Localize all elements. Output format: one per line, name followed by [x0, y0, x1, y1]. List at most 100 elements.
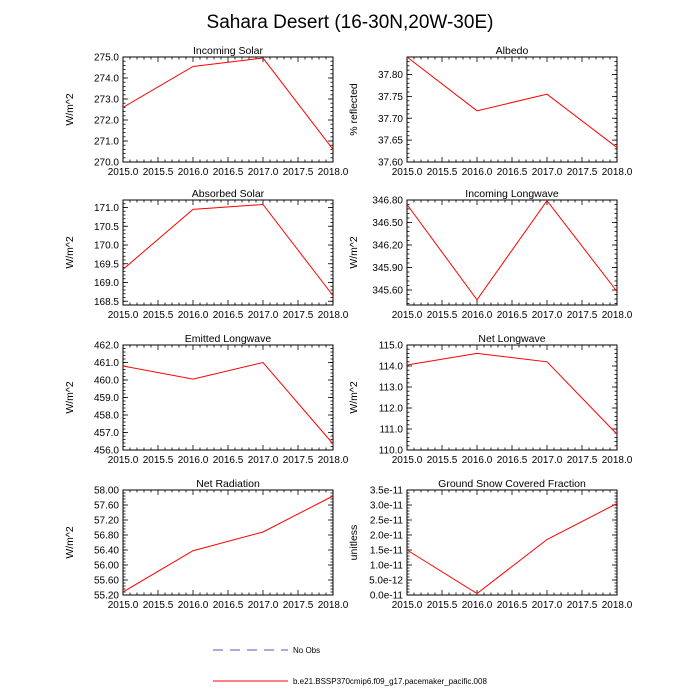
x-tick-label: 2016.5 [213, 455, 244, 466]
x-tick-label: 2017.0 [248, 455, 279, 466]
y-axis-label: unitless [348, 525, 360, 561]
y-tick-label: 346.50 [372, 218, 403, 229]
y-tick-label: 56.40 [94, 546, 119, 557]
y-tick-label: 275.0 [94, 53, 119, 64]
panel-ground-snow-covered-fraction: Ground Snow Covered Fraction unitless 2015… [348, 478, 633, 611]
legend-obs-label: No Obs [293, 646, 320, 655]
series-line [406, 199, 618, 301]
plot-frame [122, 344, 334, 451]
y-tick-label: 169.5 [94, 259, 119, 270]
legend-model-label: b.e21.BSSP370cmip6.f09_g17.pacemaker_pac… [293, 677, 487, 686]
plot-frame [406, 489, 618, 596]
panel-net-radiation: Net Radiation W/m^2 2015.0 2015.5 2016.0 2016… [64, 478, 349, 611]
x-tick-label: 2017.0 [532, 310, 563, 321]
y-tick-label: 460.0 [94, 376, 119, 387]
y-tick-label: 270.0 [94, 158, 119, 169]
y-tick-label: 461.0 [94, 358, 119, 369]
x-tick-label: 2016.5 [497, 167, 528, 178]
y-tick-label: 55.20 [94, 591, 119, 602]
y-tick-label: 114.0 [379, 362, 404, 373]
panel-albedo: Albedo % reflected 2015.0 2015.5 2016.0 2016.… [348, 45, 633, 178]
plot-frame [122, 56, 334, 163]
x-tick-label: 2015.0 [392, 455, 423, 466]
x-tick-label: 2018.0 [318, 310, 349, 321]
y-tick-label: 58.00 [94, 486, 119, 497]
x-tick-label: 2016.0 [178, 600, 209, 611]
panel-title: Incoming Solar [193, 45, 264, 57]
x-tick-label: 2015.0 [108, 600, 139, 611]
y-tick-label: 115.0 [379, 341, 404, 352]
y-tick-label: 345.90 [372, 263, 403, 274]
x-tick-label: 2017.5 [567, 600, 598, 611]
x-tick-label: 2015.5 [427, 600, 458, 611]
x-tick-label: 2016.5 [213, 310, 244, 321]
panel-absorbed-solar: Absorbed Solar W/m^2 2015.0 2015.5 2016.0 201… [64, 188, 349, 321]
x-tick-label: 2015.5 [427, 455, 458, 466]
panel-title: Albedo [496, 45, 529, 57]
panel-title: Absorbed Solar [192, 188, 265, 200]
plot-frame [122, 199, 334, 306]
plot-frame [122, 489, 334, 596]
x-tick-label: 2018.0 [602, 310, 633, 321]
y-tick-label: 56.00 [94, 561, 119, 572]
y-tick-label: 5.0e-12 [369, 576, 403, 587]
y-tick-label: 272.0 [94, 116, 119, 127]
y-tick-label: 3.0e-11 [370, 501, 404, 512]
x-tick-label: 2015.5 [143, 167, 174, 178]
x-tick-label: 2017.0 [532, 600, 563, 611]
panel-net-longwave: Net Longwave W/m^2 2015.0 2015.5 2016.0 2016.… [348, 333, 633, 466]
y-tick-label: 57.20 [94, 516, 119, 527]
x-tick-label: 2015.5 [143, 600, 174, 611]
x-tick-label: 2015.5 [143, 310, 174, 321]
x-tick-label: 2017.0 [248, 167, 279, 178]
y-tick-label: 1.5e-11 [370, 546, 404, 557]
x-tick-label: 2016.5 [213, 600, 244, 611]
y-tick-label: 462.0 [94, 341, 119, 352]
panel-title: Emitted Longwave [185, 333, 272, 345]
x-tick-label: 2016.0 [462, 167, 493, 178]
series-line [406, 352, 618, 435]
x-tick-label: 2017.0 [248, 600, 279, 611]
x-tick-label: 2018.0 [318, 455, 349, 466]
panels: Incoming Solar W/m^2 2015.0 2015.5 2016.0 201… [64, 45, 633, 611]
panel-title: Net Longwave [478, 333, 545, 345]
y-tick-label: 273.0 [94, 95, 119, 106]
y-tick-label: 37.70 [378, 114, 403, 125]
y-tick-label: 456.0 [94, 446, 119, 457]
y-tick-label: 457.0 [94, 428, 119, 439]
y-axis-label: W/m^2 [64, 93, 76, 126]
x-tick-label: 2017.5 [567, 455, 598, 466]
x-tick-label: 2017.5 [567, 167, 598, 178]
y-tick-label: 171.0 [94, 203, 119, 214]
x-tick-label: 2015.0 [392, 600, 423, 611]
series-line [406, 503, 618, 595]
panel-incoming-longwave: Incoming Longwave W/m^2 2015.0 2015.5 2016.0… [348, 188, 633, 321]
plot-frame [406, 344, 618, 451]
series-line [122, 361, 334, 445]
x-tick-label: 2016.5 [497, 455, 528, 466]
y-tick-label: 57.60 [94, 501, 119, 512]
y-tick-label: 346.80 [372, 196, 403, 207]
y-tick-label: 346.20 [372, 241, 403, 252]
x-tick-label: 2016.0 [178, 167, 209, 178]
figure-title: Sahara Desert (16-30N,20W-30E) [207, 12, 494, 33]
x-tick-label: 2015.0 [392, 167, 423, 178]
y-tick-label: 274.0 [94, 74, 119, 85]
y-axis-label: % reflected [348, 83, 360, 136]
x-tick-label: 2017.5 [283, 600, 314, 611]
series-line [122, 495, 334, 593]
x-tick-label: 2018.0 [602, 600, 633, 611]
y-tick-label: 37.75 [378, 92, 403, 103]
legend: No Obs b.e21.BSSP370cmip6.f09_g17.pacema… [213, 646, 487, 686]
y-tick-label: 0.0e-11 [370, 591, 404, 602]
x-tick-label: 2017.5 [567, 310, 598, 321]
plot-frame [406, 56, 618, 163]
x-tick-label: 2016.0 [462, 455, 493, 466]
x-tick-label: 2016.0 [178, 310, 209, 321]
y-axis-label: W/m^2 [64, 381, 76, 414]
y-tick-label: 1.0e-11 [370, 561, 404, 572]
x-tick-label: 2017.5 [283, 167, 314, 178]
x-tick-label: 2015.0 [392, 310, 423, 321]
y-tick-label: 168.5 [94, 297, 119, 308]
